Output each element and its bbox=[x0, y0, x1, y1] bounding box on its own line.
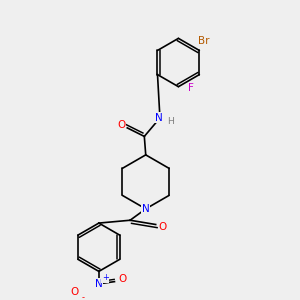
Text: O: O bbox=[117, 120, 125, 130]
Text: H: H bbox=[167, 117, 174, 126]
Text: N: N bbox=[155, 113, 162, 123]
Text: O: O bbox=[118, 274, 127, 284]
Text: +: + bbox=[102, 273, 109, 282]
Text: -: - bbox=[81, 294, 84, 300]
Text: F: F bbox=[188, 83, 194, 93]
Text: N: N bbox=[95, 279, 103, 289]
Text: O: O bbox=[71, 287, 79, 297]
Text: O: O bbox=[159, 222, 167, 232]
Text: Br: Br bbox=[198, 36, 209, 46]
Text: N: N bbox=[142, 204, 150, 214]
